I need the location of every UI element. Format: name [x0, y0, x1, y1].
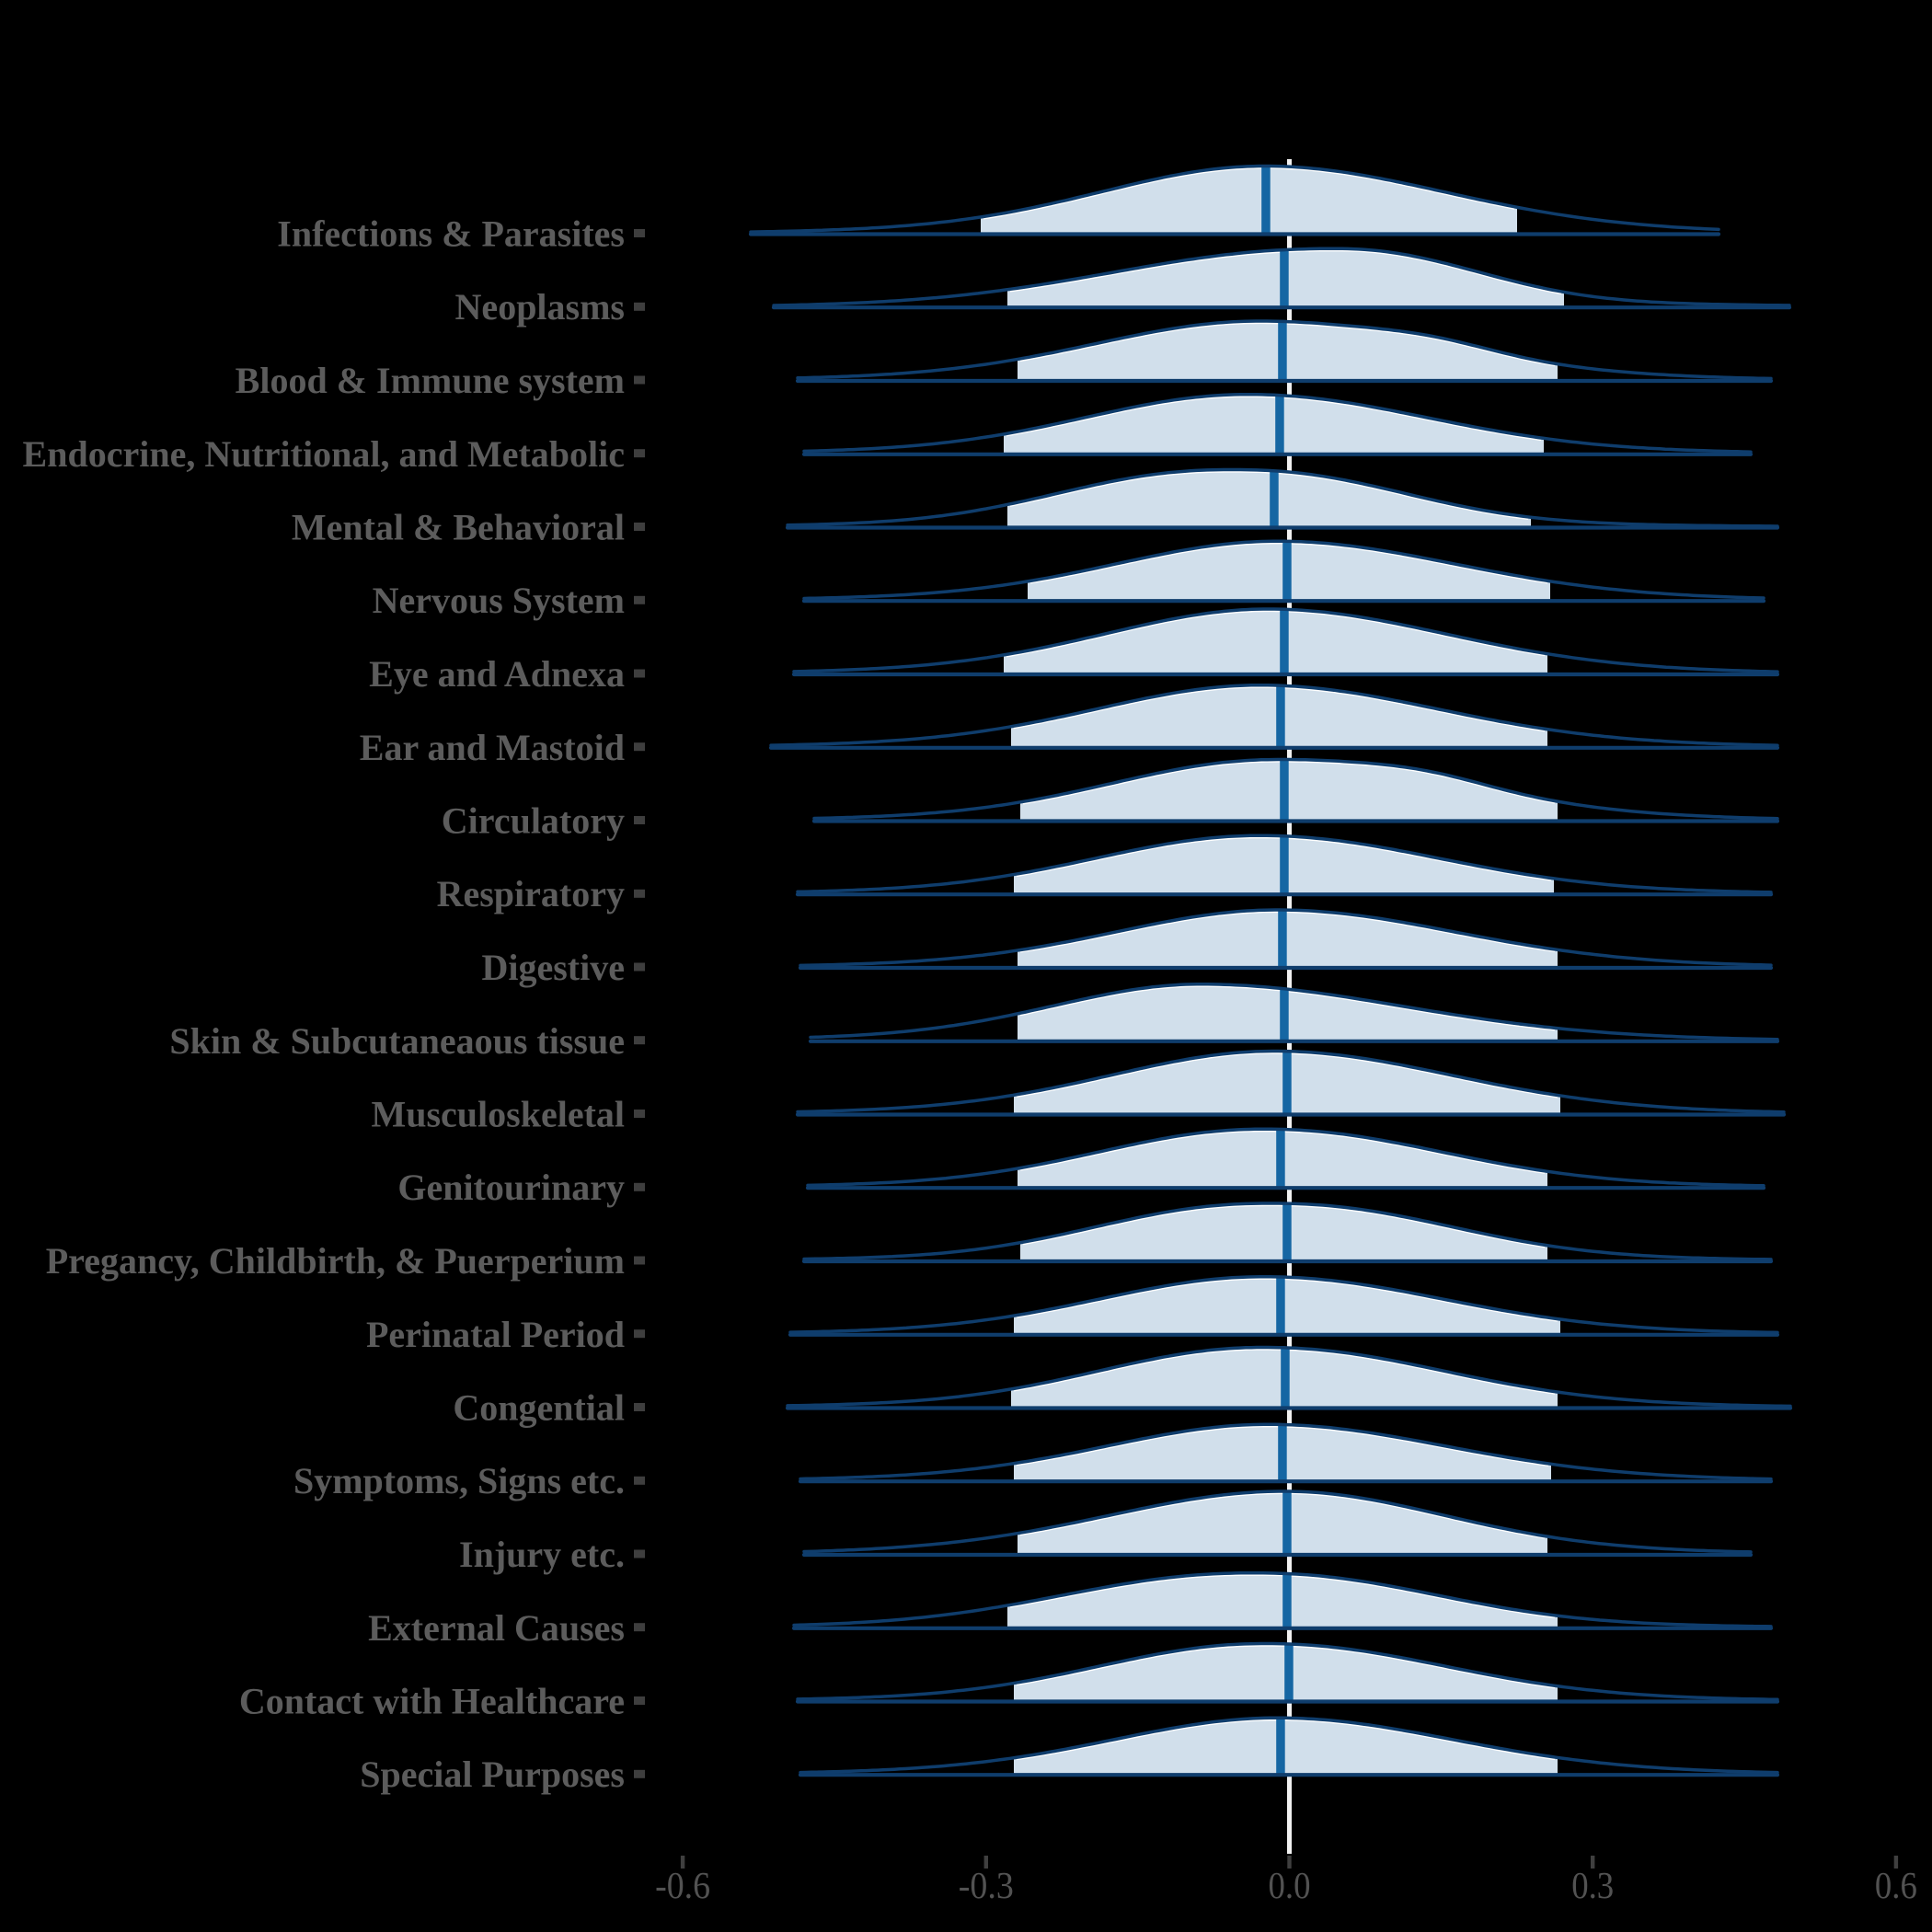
svg-text:Respiratory: Respiratory: [437, 873, 625, 914]
svg-text:Perinatal Period: Perinatal Period: [366, 1314, 625, 1355]
svg-text:Ear and Mastoid: Ear and Mastoid: [360, 727, 625, 768]
svg-text:-0.3: -0.3: [959, 1864, 1014, 1906]
svg-text:External Causes: External Causes: [368, 1607, 625, 1649]
svg-text:-0.6: -0.6: [655, 1864, 710, 1906]
svg-text:Endocrine, Nutritional, and Me: Endocrine, Nutritional, and Metabolic: [23, 433, 625, 475]
svg-text:Mental & Behavioral: Mental & Behavioral: [292, 507, 625, 548]
svg-text:Neoplasms: Neoplasms: [455, 286, 625, 328]
svg-text:Circulatory: Circulatory: [442, 800, 625, 842]
svg-text:0.6: 0.6: [1875, 1864, 1917, 1906]
svg-text:Blood & Immune system: Blood & Immune system: [236, 360, 625, 401]
svg-text:Pregancy, Childbirth, & Puerpe: Pregancy, Childbirth, & Puerperium: [46, 1240, 625, 1282]
svg-text:Skin & Subcutaneaous tissue: Skin & Subcutaneaous tissue: [169, 1020, 625, 1062]
svg-text:Injury etc.: Injury etc.: [459, 1534, 625, 1575]
svg-text:0.3: 0.3: [1571, 1864, 1614, 1906]
svg-text:Special Purposes: Special Purposes: [360, 1754, 625, 1795]
svg-text:Symptoms, Signs etc.: Symptoms, Signs etc.: [293, 1460, 625, 1501]
svg-text:0.0: 0.0: [1269, 1864, 1311, 1906]
svg-text:Genitourinary: Genitourinary: [397, 1167, 625, 1208]
svg-text:Digestive: Digestive: [481, 947, 625, 988]
svg-text:Contact with Healthcare: Contact with Healthcare: [239, 1681, 625, 1722]
svg-text:Nervous System: Nervous System: [373, 580, 625, 621]
svg-text:Congential: Congential: [453, 1387, 625, 1429]
svg-text:Musculoskeletal: Musculoskeletal: [371, 1094, 625, 1135]
svg-text:Infections & Parasites: Infections & Parasites: [277, 213, 625, 255]
svg-text:Eye and Adnexa: Eye and Adnexa: [369, 653, 625, 695]
